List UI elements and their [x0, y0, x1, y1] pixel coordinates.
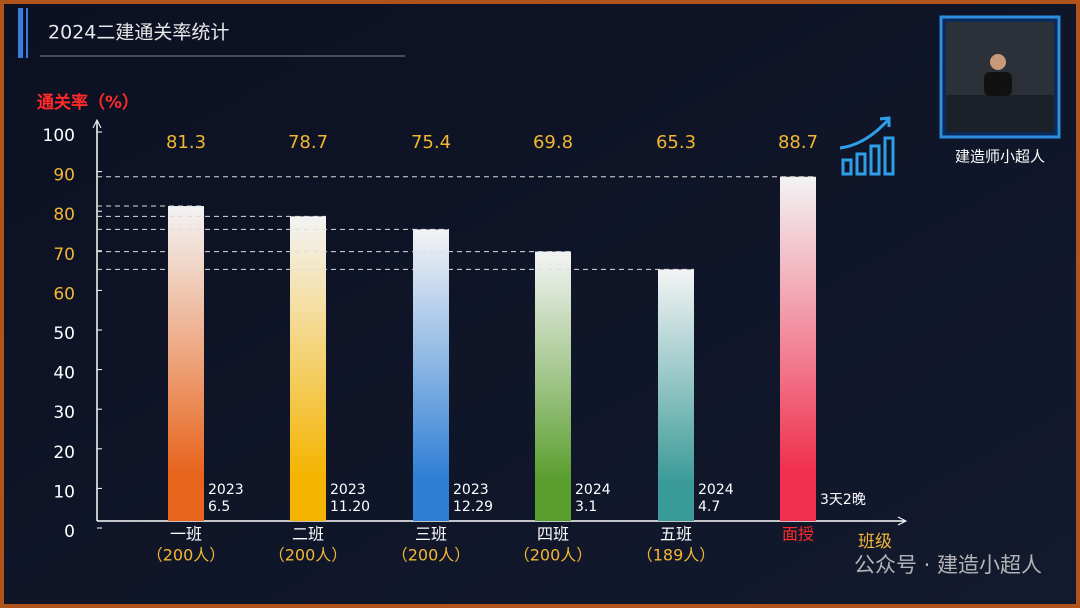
bar-annotation: 4.7: [698, 499, 720, 515]
accent-bar: [18, 8, 23, 58]
bar: [780, 176, 816, 522]
y-tick-label: 10: [53, 482, 75, 502]
x-tick-label: 二班: [292, 525, 324, 544]
x-tick-label: 三班: [415, 525, 447, 544]
value-label: 65.3: [656, 132, 696, 153]
y-tick-label: 60: [53, 284, 75, 304]
bar: [168, 206, 204, 521]
value-label: 69.8: [533, 132, 573, 153]
x-tick-label: 面授: [782, 525, 814, 544]
value-label: 88.7: [778, 132, 818, 153]
bar-annotation: 2024: [698, 482, 734, 498]
x-tick-sublabel: （200人）: [147, 546, 226, 565]
presenter-label: 建造师小超人: [955, 148, 1045, 166]
bar-annotation: 11.20: [330, 499, 370, 515]
bar-annotation: 12.29: [453, 499, 493, 515]
presenter-video: [939, 15, 1061, 139]
y-axis-title: 通关率（%）: [37, 92, 139, 113]
x-tick-sublabel: （200人）: [514, 546, 593, 565]
y-tick-label: 20: [53, 443, 75, 463]
bar: [290, 216, 326, 521]
bar-annotation: 2023: [330, 482, 366, 498]
value-label: 75.4: [411, 132, 451, 153]
presenter-head: [990, 54, 1006, 70]
page-title: 2024二建通关率统计: [48, 22, 229, 44]
desk: [946, 95, 1054, 132]
bar: [413, 229, 449, 521]
x-axis-arrow: [897, 516, 908, 526]
y-tick-label: 30: [53, 403, 75, 423]
icon-bar: [841, 158, 853, 176]
bar: [658, 269, 694, 521]
y-axis-arrow: [92, 118, 102, 129]
x-tick-label: 五班: [660, 525, 692, 544]
bar-annotation: 2023: [453, 482, 489, 498]
y-tick-label: 80: [53, 205, 75, 225]
icon-bar: [855, 152, 867, 176]
bar-annotation: 2024: [575, 482, 611, 498]
x-tick-label: 一班: [170, 525, 202, 544]
icon-bar: [869, 144, 881, 176]
x-tick-sublabel: （189人）: [637, 546, 716, 565]
bar-annotation: 2023: [208, 482, 244, 498]
presenter-body: [984, 72, 1012, 96]
value-label: 81.3: [166, 132, 206, 153]
y-tick-label: 40: [53, 364, 75, 384]
y-tick-label: 100: [43, 126, 75, 146]
icon-arrow-head: [879, 116, 891, 127]
bar-annotation: 3.1: [575, 499, 597, 515]
bar-annotation: 3天2晚: [820, 492, 866, 508]
bar-annotation: 6.5: [208, 499, 230, 515]
x-tick-sublabel: （200人）: [269, 546, 348, 565]
icon-bar: [883, 136, 895, 176]
y-tick-label: 0: [64, 522, 75, 542]
x-tick-sublabel: （200人）: [392, 546, 471, 565]
accent-bar: [26, 8, 28, 58]
x-axis-title: 班级: [858, 532, 892, 552]
watermark: 公众号 · 建造小超人: [854, 553, 1042, 577]
icon-arrow: [839, 118, 890, 150]
y-tick-label: 50: [53, 324, 75, 344]
growth-icon: [839, 116, 895, 176]
y-tick-label: 70: [53, 245, 75, 265]
value-label: 78.7: [288, 132, 328, 153]
x-tick-label: 四班: [537, 525, 569, 544]
y-tick-label: 90: [53, 166, 75, 186]
bar: [535, 251, 571, 522]
